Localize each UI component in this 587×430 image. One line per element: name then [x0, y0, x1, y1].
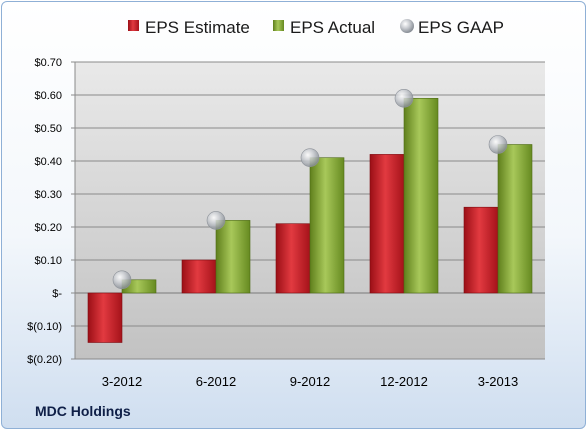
x-tick-label: 3-2013 — [478, 374, 518, 389]
bar-eps-actual — [309, 157, 345, 294]
bar-eps-estimate — [463, 206, 499, 294]
marker-eps-gaap — [488, 135, 508, 154]
y-tick-label: $0.10 — [34, 255, 62, 267]
legend-swatch-gaap — [400, 19, 414, 33]
y-tick-label: $(0.20) — [27, 354, 62, 366]
marker-eps-gaap — [112, 270, 132, 290]
company-label: MDC Holdings — [35, 403, 131, 419]
bar-eps-actual — [403, 98, 439, 294]
legend-label-actual: EPS Actual — [290, 18, 375, 37]
bar-eps-estimate — [87, 292, 123, 343]
x-tick-label: 3-2012 — [102, 374, 142, 389]
legend-swatch-estimate — [128, 20, 139, 31]
marker-eps-gaap — [394, 89, 414, 108]
legend-label-estimate: EPS Estimate — [145, 18, 250, 37]
y-tick-label: $- — [52, 288, 62, 300]
marker-eps-gaap — [300, 148, 320, 167]
bars — [87, 98, 533, 343]
legend-label-gaap: EPS GAAP — [418, 18, 504, 37]
legend-item-estimate: EPS Estimate — [128, 18, 250, 37]
marker-eps-gaap — [206, 211, 226, 230]
bar-eps-estimate — [369, 154, 405, 294]
y-tick-label: $0.60 — [34, 90, 62, 102]
legend: EPS Estimate EPS Actual EPS GAAP — [128, 18, 504, 37]
y-axis: $0.70 $0.60 $0.50 $0.40 $0.30 $0.20 $0.10 $- $(0… — [27, 57, 76, 366]
bar-eps-estimate — [181, 259, 217, 294]
x-axis: 3-2012 6-2012 9-2012 12-2012 3-2013 — [102, 374, 518, 389]
x-tick-label: 6-2012 — [196, 374, 236, 389]
y-tick-label: $0.40 — [34, 156, 62, 168]
x-tick-label: 12-2012 — [380, 374, 428, 389]
bar-eps-actual — [497, 144, 533, 294]
legend-swatch-actual — [273, 20, 284, 31]
legend-item-gaap: EPS GAAP — [400, 18, 504, 37]
y-tick-label: $0.20 — [34, 222, 62, 234]
y-tick-label: $0.50 — [34, 123, 62, 135]
y-tick-label: $0.30 — [34, 189, 62, 201]
legend-item-actual: EPS Actual — [273, 18, 375, 37]
x-tick-label: 9-2012 — [290, 374, 330, 389]
y-tick-label: $(0.10) — [27, 321, 62, 333]
bar-eps-actual — [215, 220, 251, 294]
bar-eps-estimate — [275, 223, 311, 294]
gaap-markers — [112, 89, 508, 290]
y-tick-label: $0.70 — [34, 57, 62, 69]
